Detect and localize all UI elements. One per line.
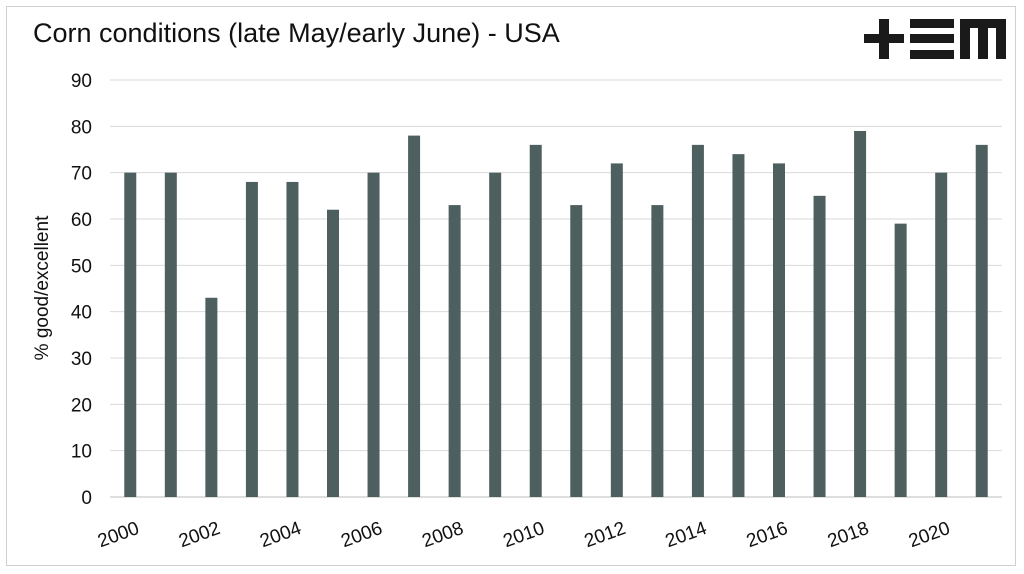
y-tick-label: 70 [71, 164, 92, 185]
bar-2015 [732, 154, 745, 497]
bar-2002 [205, 297, 218, 497]
bar-2008 [448, 205, 461, 497]
bar-2000 [124, 172, 137, 497]
gridlines [110, 79, 1002, 498]
chart-frame [6, 6, 1016, 566]
bar-2016 [773, 163, 785, 497]
x-tick-label: 2002 [176, 518, 223, 552]
bar-2007 [408, 135, 421, 497]
y-tick-label: 10 [71, 442, 92, 463]
x-tick-label: 2012 [582, 518, 629, 552]
y-axis-label: % good/excellent [32, 215, 53, 360]
logo-plus-vertical [879, 19, 889, 59]
bar-2004 [286, 181, 299, 497]
x-tick-label: 2006 [338, 518, 385, 552]
x-tick-labels: 2000 2002 2004 2006 2008 2010 2012 2014 2016 2018… [95, 518, 953, 552]
bar-2010 [529, 144, 542, 497]
x-tick-label: 2004 [257, 518, 304, 552]
logo-e-mid [910, 34, 954, 43]
bar-2018 [854, 130, 867, 497]
x-tick-label: 2010 [501, 518, 548, 552]
x-tick-label: 2016 [744, 518, 791, 552]
bar-2001 [164, 172, 177, 497]
y-tick-label: 90 [71, 71, 92, 92]
x-tick-label: 2020 [906, 518, 953, 552]
x-tick-label: 2008 [419, 518, 466, 552]
bar-2009 [489, 172, 502, 497]
logo-e-top [910, 19, 954, 28]
bar-2003 [245, 181, 258, 497]
y-tick-label: 40 [71, 303, 92, 324]
y-tick-labels: 0 10 20 30 40 50 60 70 80 90 [71, 71, 92, 509]
x-tick-label: 2014 [663, 518, 710, 552]
bars [124, 130, 988, 498]
bar-2005 [327, 209, 339, 497]
bar-2013 [651, 205, 664, 497]
y-tick-label: 80 [71, 117, 92, 138]
bar-2012 [610, 163, 623, 497]
x-tick-label: 2000 [95, 518, 142, 552]
bar-2020 [935, 172, 948, 497]
bar-2017 [813, 195, 826, 498]
y-tick-label: 0 [81, 488, 92, 509]
y-tick-label: 30 [71, 349, 92, 370]
logo-e-bot [910, 50, 954, 59]
chart-title: Corn conditions (late May/early June) - … [33, 18, 560, 48]
y-tick-label: 20 [71, 395, 92, 416]
bar-2021 [975, 144, 988, 497]
bar-2011 [570, 205, 583, 497]
bar-2006 [367, 172, 380, 497]
y-tick-label: 60 [71, 210, 92, 231]
x-tick-label: 2018 [825, 518, 872, 552]
tem-logo [864, 19, 1006, 59]
y-tick-label: 50 [71, 256, 92, 277]
bar-2014 [691, 144, 704, 497]
logo-m [960, 19, 1006, 59]
bar-2019 [894, 223, 907, 497]
